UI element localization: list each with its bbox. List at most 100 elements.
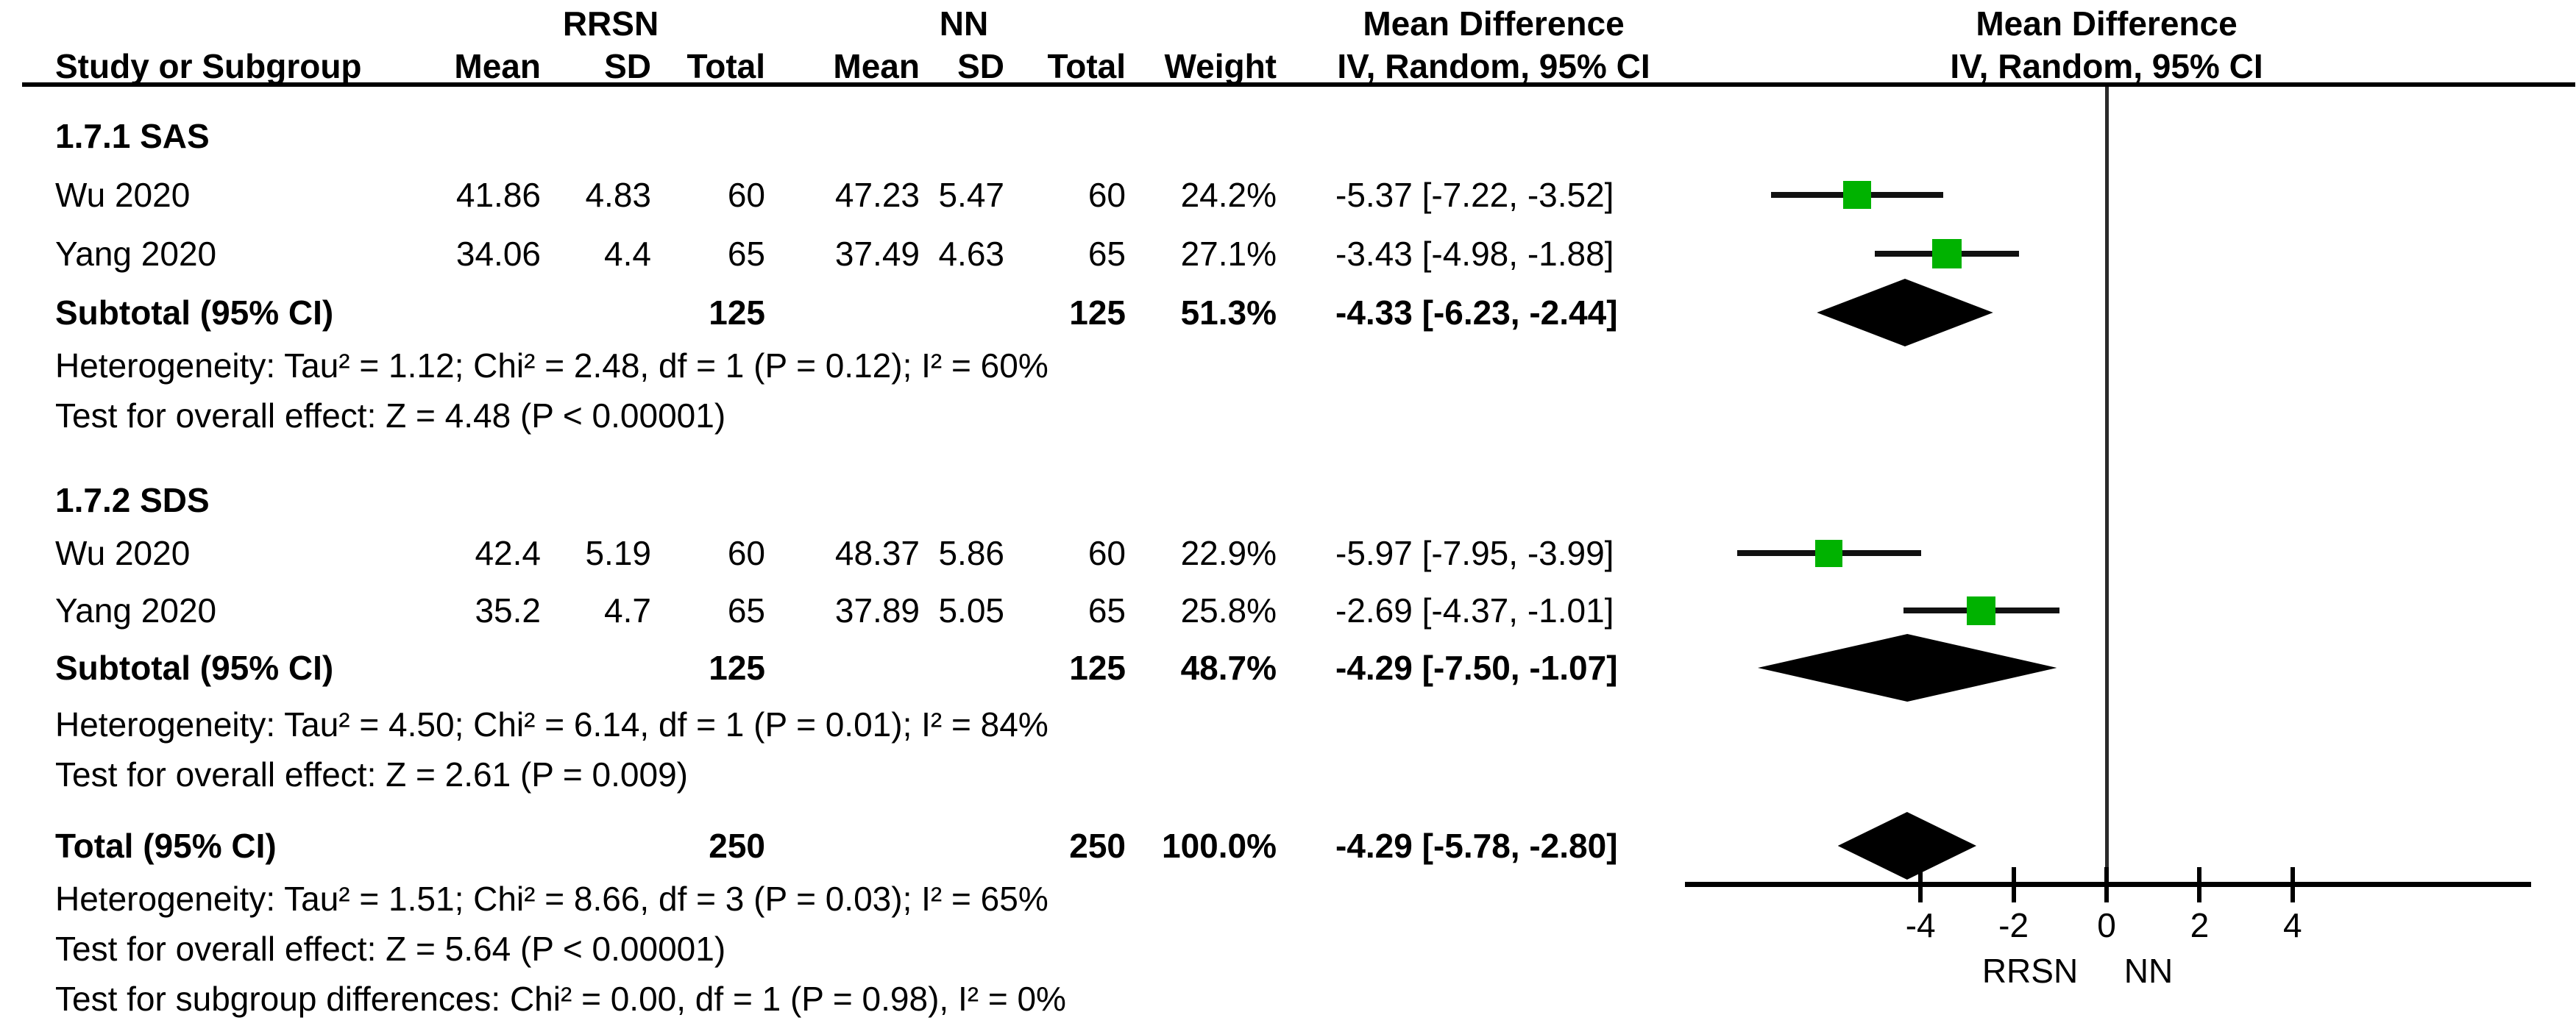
cell-n2: 65 [1087,591,1126,630]
axis-tick [2197,867,2202,902]
column-header-mean1: Mean [454,47,541,85]
favours-right-label: NN [2123,952,2174,990]
effect-square [1932,239,1962,268]
column-header-weight: Weight [1164,47,1277,85]
cell-mean1: 34.06 [455,235,541,273]
cell-study: Total (95% CI) [55,827,277,865]
pooled-diamond [1837,812,1977,880]
column-header-plot-ci: IV, Random, 95% CI [1950,47,2263,85]
cell-mean2: 47.23 [834,176,920,214]
cell-n1: 65 [727,591,765,630]
axis-tick-label: 2 [2190,906,2210,944]
study-row: Yang 2020 34.06 4.4 65 37.49 4.63 65 27.1% -3.43… [0,233,2576,274]
cell-n1: 65 [727,235,765,273]
cell-n1: 125 [709,293,765,332]
column-header-mean2: Mean [833,47,920,85]
cell-sd2: 5.86 [938,534,1004,572]
study-row: Wu 2020 42.4 5.19 60 48.37 5.86 60 22.9% -5.97 [… [0,532,2576,574]
cell-weight: 24.2% [1180,176,1277,214]
overall-effect-text: Test for overall effect: Z = 2.61 (P = 0… [55,755,688,794]
axis-tick-label: 0 [2097,906,2116,944]
effect-square [1842,181,1871,209]
axis-tick-label: -4 [1905,906,1936,944]
cell-sd1: 4.7 [604,591,651,630]
cell-study: Yang 2020 [55,235,217,273]
cell-sd1: 4.4 [604,235,651,273]
zero-line [2105,87,2109,886]
effect-square [1967,596,1996,625]
cell-mean2: 48.37 [834,534,920,572]
column-header-sd1: SD [604,47,651,85]
cell-ci: -5.37 [-7.22, -3.52] [1335,176,1614,214]
cell-mean1: 35.2 [475,591,541,630]
column-header-total2: Total [1047,47,1126,85]
cell-ci: -3.43 [-4.98, -1.88] [1335,235,1614,273]
heterogeneity-text: Heterogeneity: Tau² = 1.12; Chi² = 2.48,… [55,346,1049,385]
axis-tick-label: 4 [2283,906,2302,944]
total-overall-effect-text: Test for overall effect: Z = 5.64 (P < 0… [55,930,726,968]
cell-study: Wu 2020 [55,176,191,214]
cell-weight: 48.7% [1180,649,1277,687]
group1-header: RRSN [562,4,659,43]
cell-ci: -4.29 [-5.78, -2.80] [1335,827,1618,865]
cell-study: Subtotal (95% CI) [55,293,334,332]
cell-ci: -4.29 [-7.50, -1.07] [1335,649,1618,687]
cell-study: Wu 2020 [55,534,191,572]
cell-weight: 22.9% [1180,534,1277,572]
cell-ci: -4.33 [-6.23, -2.44] [1335,293,1618,332]
header-divider [22,82,2575,87]
cell-n1: 60 [727,176,765,214]
subtotal-row: Subtotal (95% CI) 125 125 51.3% -4.33 [-6.23… [0,292,2576,333]
total-row: Total (95% CI) 250 250 100.0% -4.29 [-5.78, … [0,825,2576,866]
cell-sd2: 5.05 [938,591,1004,630]
cell-n2: 60 [1087,534,1126,572]
axis-tick [2011,867,2016,902]
overall-effect-text: Test for overall effect: Z = 4.48 (P < 0… [55,396,726,435]
subgroup-label: 1.7.2 SDS [55,481,210,519]
cell-sd2: 4.63 [938,235,1004,273]
subtotal-row: Subtotal (95% CI) 125 125 48.7% -4.29 [-7.50… [0,647,2576,688]
cell-mean2: 37.49 [834,235,920,273]
cell-n1: 125 [709,649,765,687]
pooled-diamond [1817,279,1993,346]
cell-weight: 25.8% [1180,591,1277,630]
cell-mean1: 41.86 [455,176,541,214]
subgroup-difference-text: Test for subgroup differences: Chi² = 0.… [55,980,1066,1018]
cell-n1: 60 [727,534,765,572]
effect-square [1815,539,1843,567]
cell-sd1: 5.19 [585,534,651,572]
cell-weight: 27.1% [1180,235,1277,273]
cell-weight: 51.3% [1180,293,1277,332]
heterogeneity-text: Heterogeneity: Tau² = 4.50; Chi² = 6.14,… [55,705,1049,744]
column-header-study: Study or Subgroup [55,47,362,85]
cell-n2: 125 [1069,649,1126,687]
cell-n2: 125 [1069,293,1126,332]
cell-study: Subtotal (95% CI) [55,649,334,687]
cell-weight: 100.0% [1161,827,1277,865]
column-header-sd2: SD [957,47,1004,85]
pooled-diamond [1758,634,2057,702]
cell-ci: -2.69 [-4.37, -1.01] [1335,591,1614,630]
cell-n2: 60 [1087,176,1126,214]
subgroup-label: 1.7.1 SAS [55,117,210,155]
plot-column-title: Mean Difference [1976,4,2238,43]
total-heterogeneity-text: Heterogeneity: Tau² = 1.51; Chi² = 8.66,… [55,880,1049,918]
axis-tick [2290,867,2295,902]
cell-mean1: 42.4 [475,534,541,572]
group2-header: NN [939,4,989,43]
axis-tick-label: -2 [1998,906,2029,944]
axis-tick [1918,867,1923,902]
column-header-effect-ci: IV, Random, 95% CI [1337,47,1650,85]
axis-tick [2104,867,2109,902]
favours-left-label: RRSN [1981,952,2079,990]
cell-n2: 250 [1069,827,1126,865]
column-header-total1: Total [686,47,765,85]
cell-sd1: 4.83 [585,176,651,214]
cell-study: Yang 2020 [55,591,217,630]
cell-n1: 250 [709,827,765,865]
study-row: Wu 2020 41.86 4.83 60 47.23 5.47 60 24.2% -5.37 … [0,174,2576,215]
cell-sd2: 5.47 [938,176,1004,214]
cell-ci: -5.97 [-7.95, -3.99] [1335,534,1614,572]
cell-n2: 65 [1087,235,1126,273]
